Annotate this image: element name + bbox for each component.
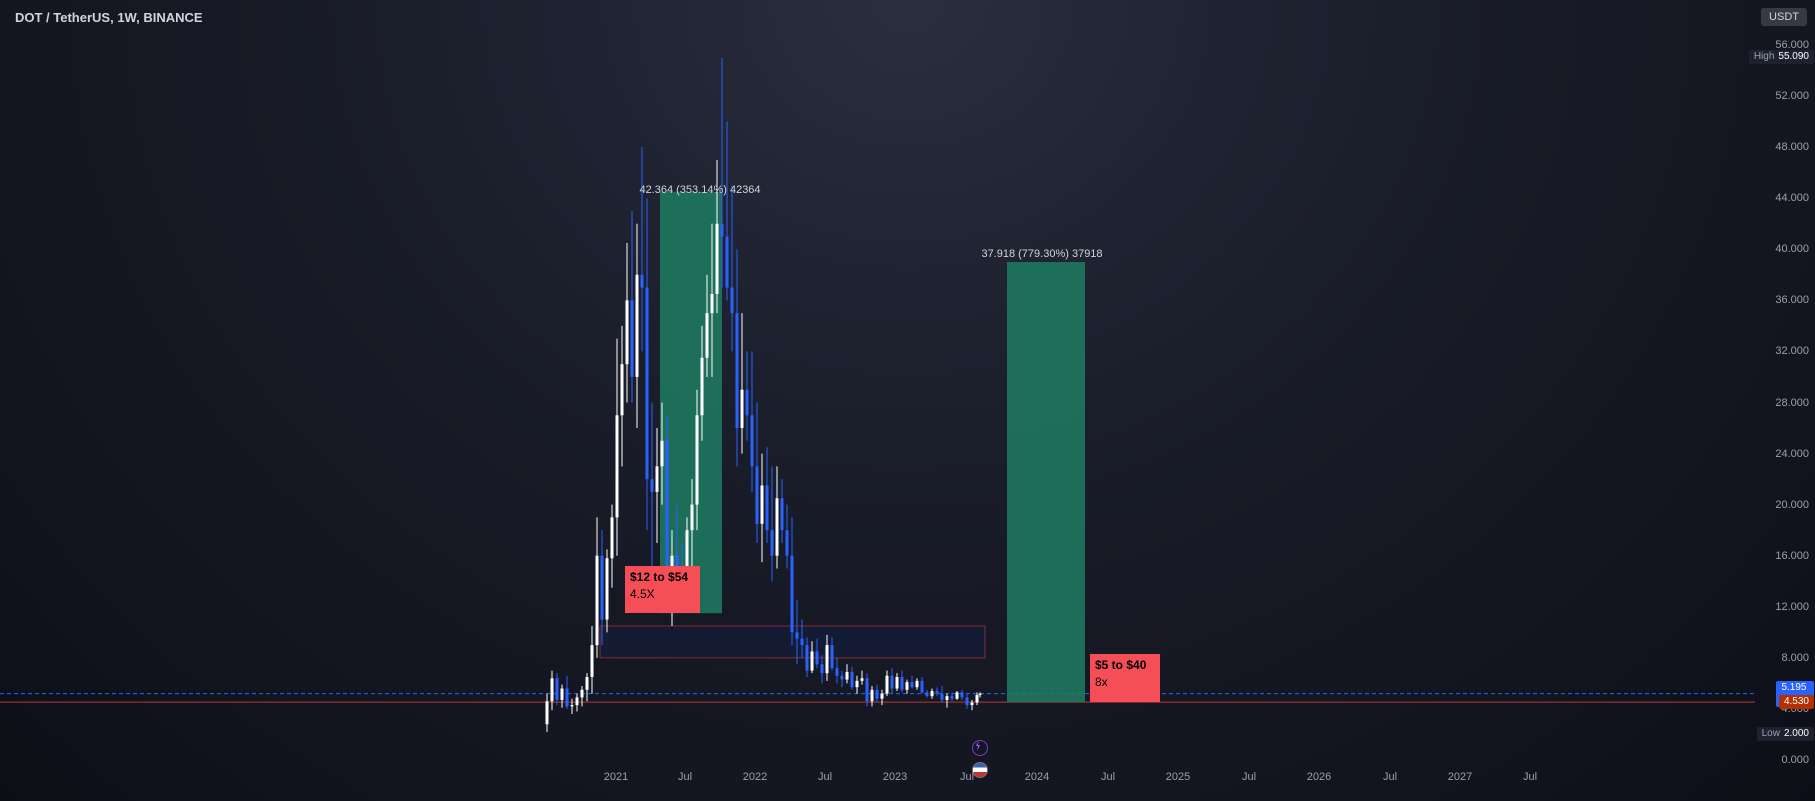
x-tick: 2021 (604, 771, 628, 783)
x-tick: 2027 (1448, 771, 1472, 783)
x-tick: Jul (960, 771, 974, 783)
x-tick: 2022 (743, 771, 767, 783)
x-tick: 2025 (1166, 771, 1190, 783)
y-tick: 20.000 (1775, 499, 1809, 511)
y-tick: 0.000 (1781, 754, 1809, 766)
y-tick: 44.000 (1775, 192, 1809, 204)
y-tick: 8.000 (1781, 652, 1809, 664)
x-tick: 2024 (1025, 771, 1049, 783)
chart-plot-area[interactable]: $12 to $544.5X $5 to $408x 42.364 (353.14%… (0, 0, 1755, 761)
time-axis[interactable]: 2021 Jul 2022 Jul 2023 Jul 2024 Jul 2025 Jul 2026 J… (0, 761, 1755, 801)
y-tick: 40.000 (1775, 243, 1809, 255)
y-tick: 16.000 (1775, 550, 1809, 562)
x-tick: Jul (1523, 771, 1537, 783)
lightning-icon[interactable] (972, 740, 988, 756)
price-axis[interactable]: 0.0004.0008.00012.00016.00020.00024.0002… (1755, 0, 1815, 761)
x-tick: Jul (678, 771, 692, 783)
candlestick-canvas (0, 0, 1755, 780)
y-tick: 32.000 (1775, 345, 1809, 357)
x-tick: Jul (1101, 771, 1115, 783)
measurement-label: 37.918 (779.30%) 37918 (981, 248, 1102, 260)
x-tick: Jul (1242, 771, 1256, 783)
x-tick: 2023 (883, 771, 907, 783)
price-label: Low2.000 (1757, 727, 1814, 741)
price-label: 4.530 (1779, 695, 1814, 709)
x-tick: Jul (1383, 771, 1397, 783)
y-tick: 52.000 (1775, 90, 1809, 102)
price-label: High55.090 (1749, 50, 1814, 64)
annotation-callout: $12 to $544.5X (625, 566, 700, 613)
y-tick: 48.000 (1775, 141, 1809, 153)
measurement-label: 42.364 (353.14%) 42364 (639, 184, 760, 196)
annotation-callout: $5 to $408x (1090, 654, 1160, 702)
x-tick: Jul (818, 771, 832, 783)
x-tick: 2026 (1307, 771, 1331, 783)
y-tick: 24.000 (1775, 448, 1809, 460)
y-tick: 28.000 (1775, 397, 1809, 409)
y-tick: 36.000 (1775, 294, 1809, 306)
y-tick: 12.000 (1775, 601, 1809, 613)
